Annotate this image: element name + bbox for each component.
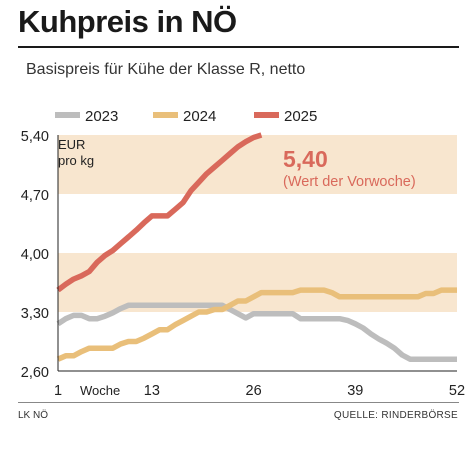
title-rule: [18, 46, 459, 48]
series-lines: [56, 132, 457, 362]
y-unit-label-eur: EUR: [58, 137, 85, 152]
chart-title: Kuhpreis in NÖ: [18, 4, 237, 39]
x-axis-title: Woche: [80, 383, 120, 398]
y-tick-labels: 2,60 3,30 4,00 4,70 5,40: [21, 129, 49, 381]
source-label: QUELLE: RINDERBÖRSE: [333, 410, 458, 421]
legend-label-2024: 2024: [183, 108, 216, 125]
x-tick-labels: 1 13 26 39 52: [54, 383, 465, 399]
y-tick-label: 5,40: [21, 129, 49, 145]
y-tick-label: 2,60: [21, 365, 49, 381]
x-tick-label: 26: [246, 383, 262, 399]
annotation-value: 5,40: [283, 146, 328, 172]
y-unit-label-per-kg: pro kg: [58, 153, 94, 168]
x-tick-label: 39: [347, 383, 363, 399]
chart-subtitle: Basispreis für Kühe der Klasse R, netto: [26, 61, 306, 78]
band-1: [58, 135, 457, 194]
series-line-2025: [56, 132, 263, 293]
legend: 2023 2024 2025: [55, 108, 317, 125]
value-bands: [58, 135, 457, 312]
axes: [57, 135, 457, 372]
legend-label-2025: 2025: [284, 108, 317, 125]
x-tick-label: 52: [449, 383, 465, 399]
publisher-label: LK NÖ: [18, 410, 49, 421]
series-line-2024: [56, 287, 457, 362]
legend-label-2023: 2023: [85, 108, 118, 125]
band-0: [58, 253, 457, 312]
y-tick-label: 4,00: [21, 247, 49, 263]
footer-rule: [18, 402, 459, 403]
y-tick-label: 4,70: [21, 188, 49, 204]
annotation-text: (Wert der Vorwoche): [283, 174, 416, 190]
x-tick-label: 13: [144, 383, 160, 399]
y-tick-label: 3,30: [21, 306, 49, 322]
series-line-2023: [56, 302, 457, 362]
x-tick-label: 1: [54, 383, 62, 399]
